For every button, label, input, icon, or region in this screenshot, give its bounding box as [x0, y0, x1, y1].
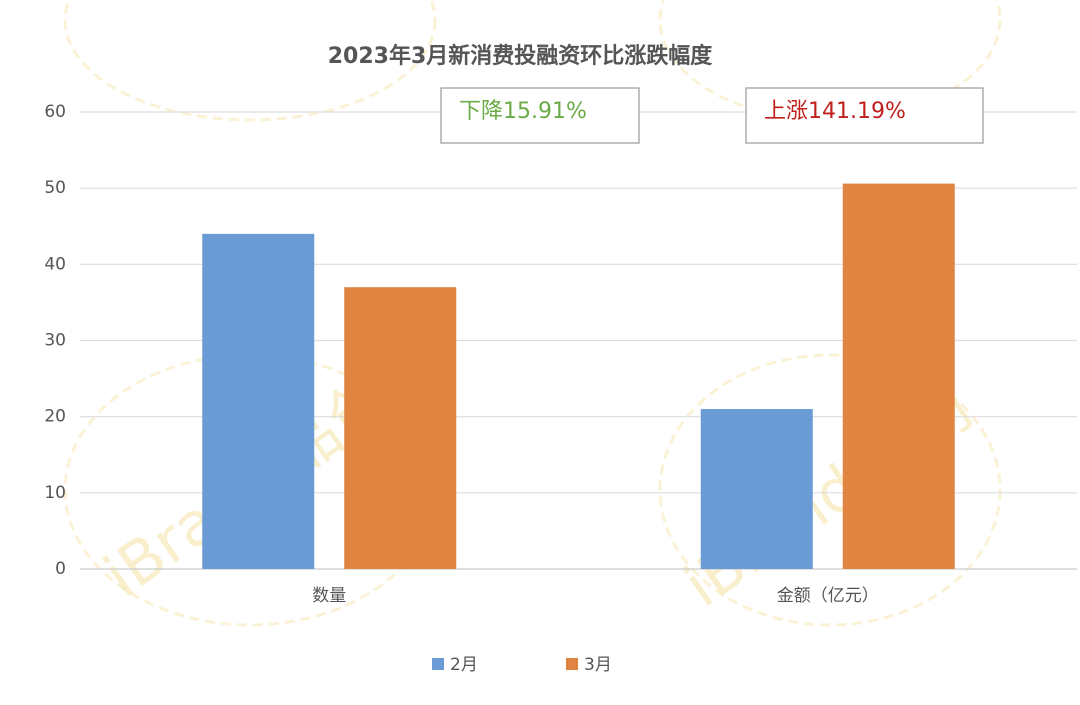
annotation-box — [745, 87, 984, 144]
y-tick-label: 50 — [44, 178, 66, 198]
x-tick-label: 数量 — [312, 586, 346, 606]
y-tick-label: 60 — [44, 102, 66, 122]
bar — [202, 233, 315, 569]
y-tick-label: 40 — [44, 254, 66, 274]
bar — [842, 183, 955, 569]
legend-label: 3月 — [584, 655, 612, 675]
chart-title: 2023年3月新消费投融资环比涨跌幅度 — [328, 43, 714, 69]
y-tick-label: 20 — [44, 407, 66, 427]
bar — [700, 409, 813, 569]
annotation: 上涨141.19% — [764, 99, 906, 124]
legend-swatch — [432, 658, 444, 670]
x-tick-label: 金额（亿元） — [777, 586, 879, 606]
annotation: 下降15.91% — [459, 99, 587, 124]
y-tick-label: 0 — [55, 559, 66, 579]
legend-swatch — [566, 658, 578, 670]
bar — [344, 287, 457, 569]
y-tick-label: 30 — [44, 331, 66, 351]
annotation-box — [440, 87, 640, 144]
legend-label: 2月 — [450, 655, 478, 675]
y-tick-label: 10 — [44, 483, 66, 503]
